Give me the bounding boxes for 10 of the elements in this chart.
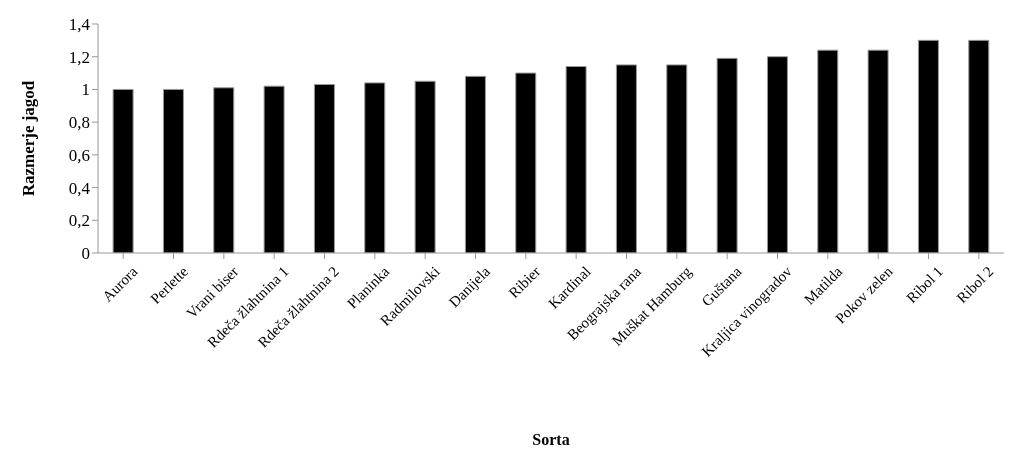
y-tick-label: 1,4 <box>68 15 91 35</box>
y-tick-label: 0,4 <box>68 178 91 198</box>
y-tick-label: 1 <box>81 80 90 100</box>
y-axis-title: Razmerje jagod <box>19 80 39 197</box>
x-axis-title: Sorta <box>532 431 570 448</box>
y-tick-label: 0,6 <box>68 145 90 165</box>
y-tick-label: 0 <box>81 244 90 264</box>
y-tick-label: 0,8 <box>68 113 90 133</box>
y-tick-label: 0,2 <box>68 211 90 231</box>
y-tick-label: 1,2 <box>68 47 90 67</box>
